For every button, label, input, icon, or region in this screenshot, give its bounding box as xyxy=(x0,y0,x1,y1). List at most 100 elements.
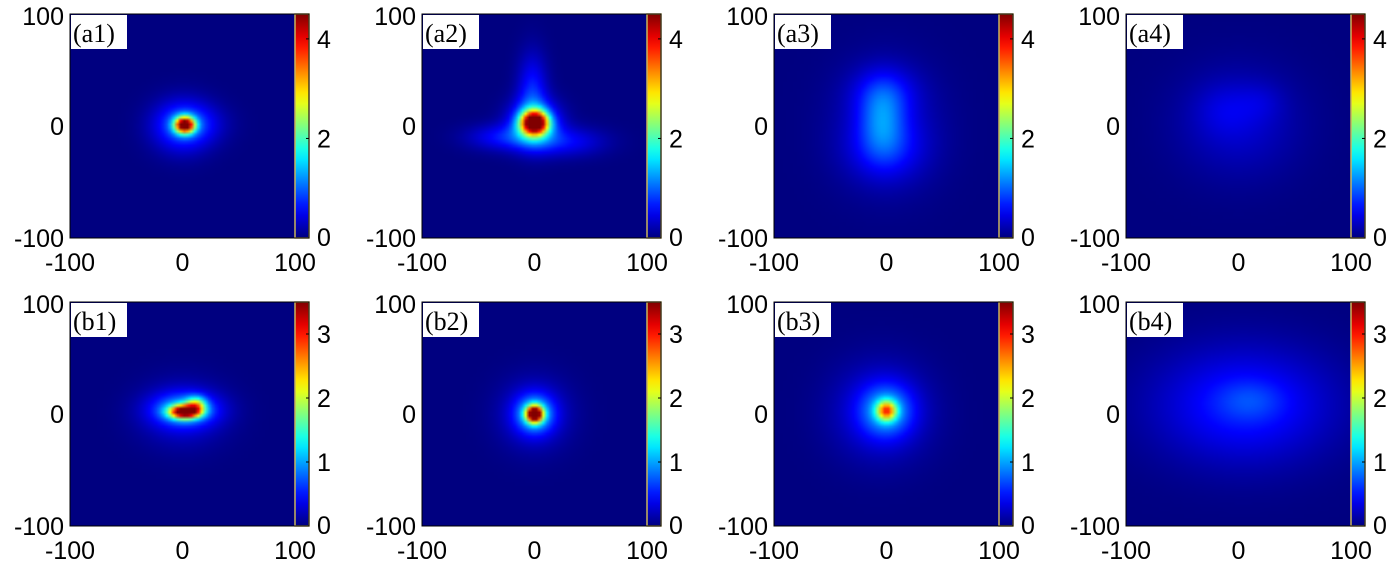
y-tick-label: 0 xyxy=(50,401,64,429)
x-tick-label: 100 xyxy=(1330,537,1372,565)
y-tick-label: 100 xyxy=(1078,3,1120,31)
x-tick-label: -100 xyxy=(1101,537,1151,565)
y-tick-label: 100 xyxy=(726,291,768,319)
colorbar-tick-label: 3 xyxy=(669,321,683,349)
y-tick-label: 100 xyxy=(1078,291,1120,319)
y-tick-label: -100 xyxy=(718,225,768,253)
heatmap-image xyxy=(70,14,295,238)
x-tick-label: 0 xyxy=(1232,537,1246,565)
x-tick-label: -100 xyxy=(749,537,799,565)
colorbar-tick-label: 2 xyxy=(317,125,331,153)
x-tick-label: 100 xyxy=(978,537,1020,565)
colorbar-tick-label: 0 xyxy=(1021,512,1035,540)
y-tick-label: 100 xyxy=(22,3,64,31)
colorbar-tick-label: 2 xyxy=(1021,385,1035,413)
y-tick-label: 0 xyxy=(1106,401,1120,429)
colorbar xyxy=(295,302,309,526)
x-tick-label: 0 xyxy=(880,249,894,277)
colorbar-tick-label: 2 xyxy=(1373,125,1387,153)
colorbar-tick-label: 1 xyxy=(317,449,331,477)
x-tick-label: 100 xyxy=(626,537,668,565)
heatmap-image xyxy=(1126,302,1351,526)
panel-label: (b4) xyxy=(1129,307,1172,336)
plot-frame xyxy=(1125,13,1366,239)
plot-frame xyxy=(421,13,662,239)
colorbar xyxy=(1351,14,1365,238)
colorbar-tick-label: 0 xyxy=(669,512,683,540)
x-tick-label: -100 xyxy=(45,537,95,565)
colorbar-tick-label: 2 xyxy=(669,385,683,413)
colorbar-tick-label: 4 xyxy=(1373,26,1387,54)
colorbar-tick-label: 2 xyxy=(1373,385,1387,413)
y-tick-label: 100 xyxy=(726,3,768,31)
heatmap-image xyxy=(774,14,999,238)
panel-label: (b3) xyxy=(777,307,820,336)
colorbar-tick-label: 3 xyxy=(1373,321,1387,349)
x-tick-label: 0 xyxy=(1232,249,1246,277)
panel-label: (a2) xyxy=(425,19,467,48)
colorbar xyxy=(999,302,1013,526)
panel-label-box xyxy=(1127,15,1183,49)
y-tick-label: -100 xyxy=(366,225,416,253)
y-tick-label: 0 xyxy=(1106,113,1120,141)
panel-label-box xyxy=(71,15,127,49)
colorbar-tick-label: 1 xyxy=(1373,449,1387,477)
colorbar xyxy=(1351,302,1365,526)
x-tick-label: -100 xyxy=(1101,249,1151,277)
y-tick-label: 100 xyxy=(374,291,416,319)
colorbar-tick-label: 0 xyxy=(317,224,331,252)
heatmap-image xyxy=(422,302,647,526)
colorbar xyxy=(999,14,1013,238)
panel-label-box xyxy=(71,303,127,337)
colorbar-tick-label: 3 xyxy=(1021,321,1035,349)
panel-label: (b1) xyxy=(73,307,116,336)
plot-frame xyxy=(69,13,310,239)
panel-label-box xyxy=(423,15,479,49)
panel-label: (a4) xyxy=(1129,19,1171,48)
x-tick-label: -100 xyxy=(45,249,95,277)
colorbar-tick-label: 2 xyxy=(669,125,683,153)
y-tick-label: 0 xyxy=(754,401,768,429)
y-tick-label: -100 xyxy=(1070,513,1120,541)
panel-label: (b2) xyxy=(425,307,468,336)
y-tick-label: 0 xyxy=(402,401,416,429)
colorbar xyxy=(647,14,661,238)
y-tick-label: -100 xyxy=(14,225,64,253)
plot-frame xyxy=(421,301,662,527)
heatmap-image xyxy=(422,14,647,238)
colorbar-tick-label: 0 xyxy=(1373,224,1387,252)
plot-frame xyxy=(773,13,1014,239)
y-tick-label: -100 xyxy=(1070,225,1120,253)
colorbar-tick-label: 0 xyxy=(669,224,683,252)
colorbar-tick-label: 1 xyxy=(1021,449,1035,477)
heatmap-image xyxy=(70,302,295,526)
x-tick-label: -100 xyxy=(397,249,447,277)
x-tick-label: 0 xyxy=(176,249,190,277)
x-tick-label: -100 xyxy=(749,249,799,277)
heatmap-image xyxy=(774,302,999,526)
colorbar-tick-label: 4 xyxy=(1021,26,1035,54)
colorbar-tick-label: 2 xyxy=(317,385,331,413)
x-tick-label: 0 xyxy=(176,537,190,565)
y-tick-label: 0 xyxy=(50,113,64,141)
panel-label: (a3) xyxy=(777,19,819,48)
x-tick-label: 0 xyxy=(880,537,894,565)
x-tick-label: -100 xyxy=(397,537,447,565)
plot-frame xyxy=(1125,301,1366,527)
plot-frame xyxy=(69,301,310,527)
panel-label-box xyxy=(423,303,479,337)
colorbar xyxy=(295,14,309,238)
x-tick-label: 0 xyxy=(528,537,542,565)
colorbar-tick-label: 2 xyxy=(1021,125,1035,153)
colorbar-tick-label: 0 xyxy=(317,512,331,540)
y-tick-label: -100 xyxy=(366,513,416,541)
plot-frame xyxy=(773,301,1014,527)
panel-label: (a1) xyxy=(73,19,115,48)
